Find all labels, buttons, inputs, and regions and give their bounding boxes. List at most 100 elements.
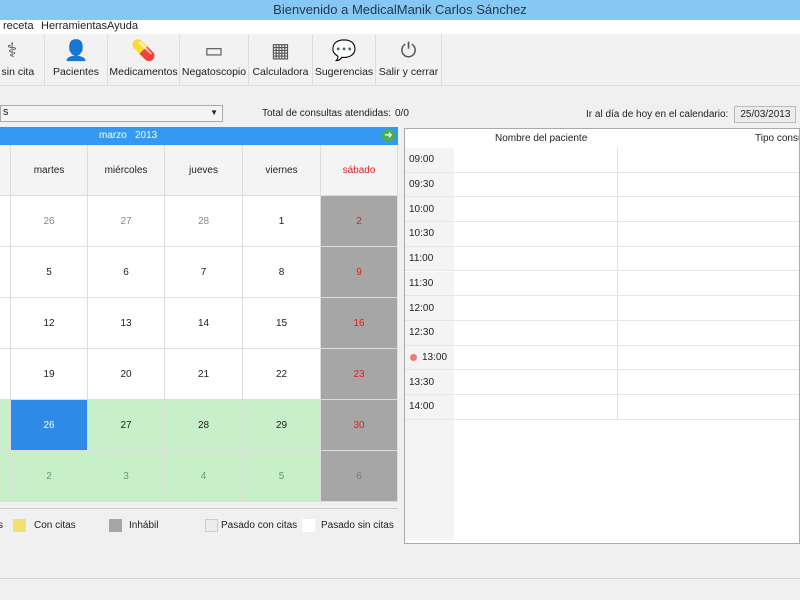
today-label: Ir al día de hoy en el calendario: (586, 109, 729, 120)
calendar-day[interactable]: 27 (88, 400, 165, 451)
calendar-day[interactable]: 2 (11, 451, 88, 502)
toolbar-button-lightbox[interactable]: ▭ Negatoscopio (180, 34, 249, 86)
time-slot: 13:30 (409, 376, 435, 388)
calendar-day[interactable]: 21 (165, 349, 243, 400)
calendar-day[interactable] (0, 247, 11, 298)
calendar-day[interactable]: 30 (321, 400, 398, 451)
time-slot: 09:00 (409, 154, 435, 166)
schedule-row[interactable]: 14:00 (405, 395, 799, 420)
calendar-day[interactable]: 27 (88, 196, 165, 247)
total-value: 0/0 (394, 108, 409, 119)
stethoscope-icon: ⚕ (6, 40, 18, 62)
window-title: Bienvenido a MedicalManik Carlos Sánchez (0, 0, 800, 20)
column-header-patient[interactable]: Nombre del paciente (495, 133, 588, 144)
calendar-day[interactable]: 26 (11, 196, 88, 247)
legend-label: Con citas (34, 520, 76, 531)
chevron-down-icon: ▼ (210, 108, 218, 117)
pill-icon: 💊 (131, 40, 156, 62)
calendar-day[interactable]: 3 (88, 451, 165, 502)
toolbar-button-stethoscope[interactable]: ⚕ ta sin cita (0, 34, 45, 86)
menu-receta[interactable]: receta (3, 20, 34, 32)
schedule-row[interactable]: 11:30 (405, 271, 799, 297)
schedule-row[interactable]: 12:30 (405, 320, 799, 346)
calendar-day[interactable]: 28 (165, 400, 243, 451)
toolbar: ⚕ ta sin cita 👤 Pacientes 💊 Medicamentos ▭ Nega… (0, 34, 800, 86)
calendar-day[interactable]: 5 (11, 247, 88, 298)
year[interactable]: 2013 (135, 130, 158, 141)
schedule-row[interactable]: 12:00 (405, 296, 799, 321)
filter-select[interactable]: s ▼ (0, 105, 223, 122)
calendar-day[interactable] (0, 451, 11, 502)
legend-label: Pasado con citas (221, 520, 298, 531)
menu-herramientas[interactable]: Herramientas (41, 20, 108, 32)
weekday-header: jueves (165, 145, 243, 196)
calendar-day[interactable]: 6 (88, 247, 165, 298)
schedule-row[interactable]: 09:30 (405, 172, 799, 198)
toolbar-button-label: Salir y cerrar (378, 66, 439, 78)
calendar-day[interactable]: 12 (11, 298, 88, 349)
month-name[interactable]: marzo (99, 130, 127, 141)
time-slot: 12:00 (409, 302, 435, 314)
schedule-row[interactable]: 10:00 (405, 197, 799, 223)
toolbar-button-label: Calculadora (252, 66, 309, 78)
calendar-day[interactable]: 9 (321, 247, 398, 298)
totals: Total de consultas atendidas: 0/0 (262, 108, 409, 119)
calendar-day[interactable] (0, 349, 11, 400)
calendar-day[interactable] (0, 400, 11, 451)
toolbar-button-label: Negatoscopio (181, 66, 247, 78)
calendar-day[interactable]: 16 (321, 298, 398, 349)
calendar-day[interactable]: 23 (321, 349, 398, 400)
calendar-day[interactable]: 15 (243, 298, 321, 349)
today-date-button[interactable]: 25/03/2013 (734, 106, 797, 123)
schedule-row[interactable]: 11:00 (405, 246, 799, 272)
weekday-header (0, 145, 11, 196)
toolbar-button-speech-bubble[interactable]: 💬 Sugerencias (313, 34, 376, 86)
calendar-day[interactable]: 19 (11, 349, 88, 400)
legend-label: s (0, 520, 3, 531)
calendar-day[interactable]: 20 (88, 349, 165, 400)
toolbar-button-label: Pacientes (52, 66, 100, 78)
schedule-row[interactable]: 13:00 (405, 345, 799, 371)
time-slot: 13:00 (422, 351, 448, 363)
toolbar-button-calculator[interactable]: ▦ Calculadora (249, 34, 313, 86)
toolbar-button-patient[interactable]: 👤 Pacientes (45, 34, 108, 86)
legend-swatch (205, 519, 218, 532)
calendar-day[interactable]: 14 (165, 298, 243, 349)
power-icon: ⏻ (400, 40, 417, 62)
calendar-day[interactable] (0, 196, 11, 247)
schedule-row[interactable]: 09:00 (405, 148, 799, 173)
calendar-day[interactable]: 2 (321, 196, 398, 247)
next-month-arrow-icon[interactable]: ➜ (382, 129, 395, 142)
toolbar-button-power[interactable]: ⏻ Salir y cerrar (376, 34, 442, 86)
toolbar-button-label: Medicamentos (109, 66, 178, 78)
menu-bar: receta Herramientas Ayuda (0, 20, 800, 34)
calendar-day[interactable]: 5 (243, 451, 321, 502)
time-slot: 11:00 (409, 253, 434, 265)
calendar-day[interactable]: 8 (243, 247, 321, 298)
calendar-day[interactable]: 1 (243, 196, 321, 247)
time-slot: 10:00 (409, 203, 435, 215)
toolbar-button-label: Sugerencias (314, 66, 374, 78)
calendar-day[interactable]: 4 (165, 451, 243, 502)
patient-icon: 👤 (63, 40, 89, 62)
calendar-day[interactable] (0, 298, 11, 349)
calendar-day[interactable]: 29 (243, 400, 321, 451)
calendar-day[interactable]: 26 (11, 400, 88, 451)
today-row: Ir al día de hoy en el calendario: 25/03… (586, 106, 800, 123)
legend-swatch (302, 519, 315, 532)
legend-swatch (13, 519, 26, 532)
schedule-row[interactable]: 10:30 (405, 222, 799, 247)
calendar-day[interactable]: 6 (321, 451, 398, 502)
time-slot: 14:00 (409, 401, 435, 413)
menu-ayuda[interactable]: Ayuda (107, 20, 138, 32)
lightbox-icon: ▭ (204, 40, 224, 62)
schedule-row[interactable]: 13:30 (405, 370, 799, 395)
weekday-header: miércoles (88, 145, 165, 196)
calendar-day[interactable]: 28 (165, 196, 243, 247)
toolbar-button-pill[interactable]: 💊 Medicamentos (108, 34, 180, 86)
column-header-type[interactable]: Tipo consult (755, 133, 799, 144)
calendar-day[interactable]: 22 (243, 349, 321, 400)
calendar-day[interactable]: 7 (165, 247, 243, 298)
calendar-day[interactable]: 13 (88, 298, 165, 349)
time-slot: 09:30 (409, 179, 435, 191)
